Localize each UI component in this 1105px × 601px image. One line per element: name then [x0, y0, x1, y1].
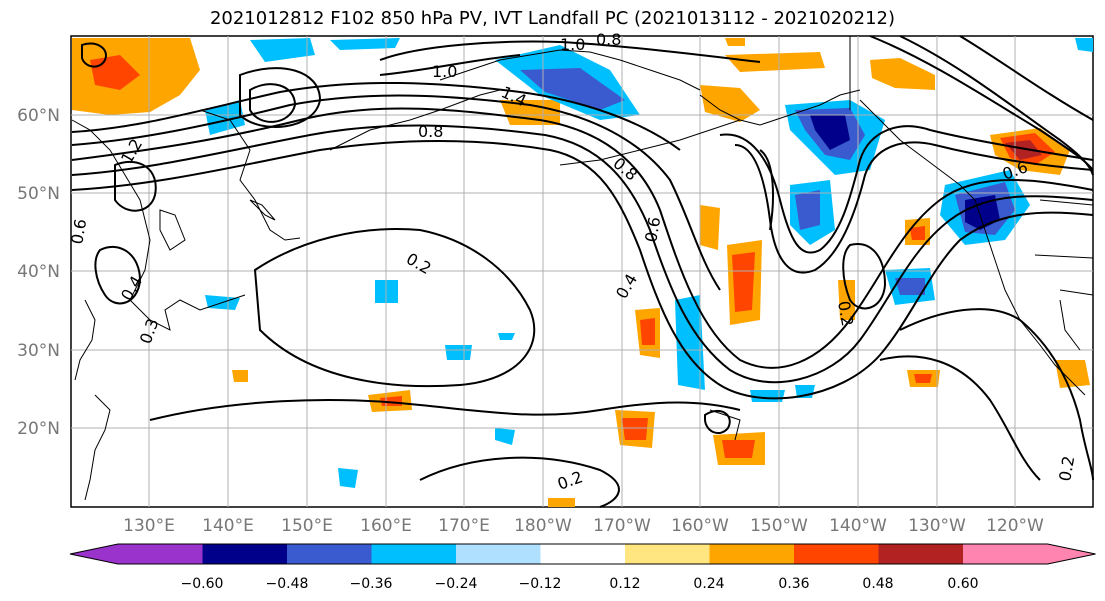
colorbar-tick-label: 0.60 — [947, 576, 978, 592]
pv-contours — [71, 35, 1094, 508]
contour-label: 1.0 — [560, 35, 585, 54]
colorbar-tick-label: −0.12 — [519, 576, 562, 592]
colorbar-tick-label: −0.24 — [435, 576, 478, 592]
colorbar-segment — [287, 544, 372, 564]
contour-label: 0.8 — [418, 122, 443, 141]
lat-label: 20°N — [17, 419, 60, 439]
lat-label: 60°N — [17, 106, 60, 126]
lon-label: 160°E — [360, 516, 412, 536]
coastlines — [71, 36, 1094, 501]
lat-label: 40°N — [17, 262, 60, 282]
lon-label: 170°W — [593, 516, 651, 536]
contour-label: 0.2 — [834, 299, 857, 327]
lat-label: 50°N — [17, 184, 60, 204]
colorbar-outline — [69, 543, 1096, 565]
graticule — [71, 36, 1093, 507]
lon-label: 130°E — [123, 516, 175, 536]
colorbar-arrow-right — [963, 544, 1096, 564]
map-panel: 1.0 0.8 1.0 0.8 0.2 0.4 0.6 0.2 0.2 0.4 … — [67, 30, 1094, 508]
lon-label: 130°W — [908, 516, 966, 536]
colorbar-tick-label: −0.36 — [350, 576, 393, 592]
colorbar-tick-labels: −0.60 −0.48 −0.36 −0.24 −0.12 0.12 0.24 … — [181, 576, 979, 592]
colorbar-tick-label: 0.36 — [778, 576, 809, 592]
latitude-labels: 60°N 50°N 40°N 30°N 20°N — [17, 106, 60, 439]
colorbar-tick-label: −0.60 — [181, 576, 224, 592]
lon-label: 150°E — [281, 516, 333, 536]
colorbar-tick-label: 0.48 — [862, 576, 893, 592]
colorbar-segment — [878, 544, 964, 564]
colorbar-segment — [202, 544, 288, 564]
lon-label: 180°W — [514, 516, 572, 536]
colorbar-tick-label: 0.24 — [693, 576, 724, 592]
colorbar-tick-label: 0.12 — [609, 576, 640, 592]
colorbar-segment — [794, 544, 879, 564]
contour-label: 0.2 — [1055, 454, 1078, 482]
lon-label: 140°W — [829, 516, 887, 536]
lat-label: 30°N — [17, 341, 60, 361]
colorbar-segment — [625, 544, 710, 564]
lon-label: 160°W — [671, 516, 729, 536]
longitude-labels: 130°E 140°E 150°E 160°E 170°E 180°W 170°… — [123, 516, 1044, 536]
contour-label: 0.6 — [641, 215, 664, 243]
lon-label: 170°E — [438, 516, 490, 536]
colorbar-segment — [709, 544, 795, 564]
colorbar: −0.60 −0.48 −0.36 −0.24 −0.12 0.12 0.24 … — [69, 543, 1096, 592]
colorbar-arrow-left — [70, 544, 205, 564]
contour-label: 0.8 — [596, 30, 621, 49]
colorbar-segment — [540, 544, 626, 564]
lon-label: 150°W — [750, 516, 808, 536]
lon-label: 120°W — [986, 516, 1044, 536]
colorbar-segment — [371, 544, 457, 564]
pv-shading — [72, 38, 1093, 507]
contour-label: 0.6 — [67, 217, 90, 245]
lon-label: 140°E — [202, 516, 254, 536]
contour-label: 1.0 — [432, 62, 457, 81]
colorbar-segment — [456, 544, 541, 564]
colorbar-tick-label: −0.48 — [266, 576, 309, 592]
map-title: 2021012812 F102 850 hPa PV, IVT Landfall… — [209, 8, 896, 29]
